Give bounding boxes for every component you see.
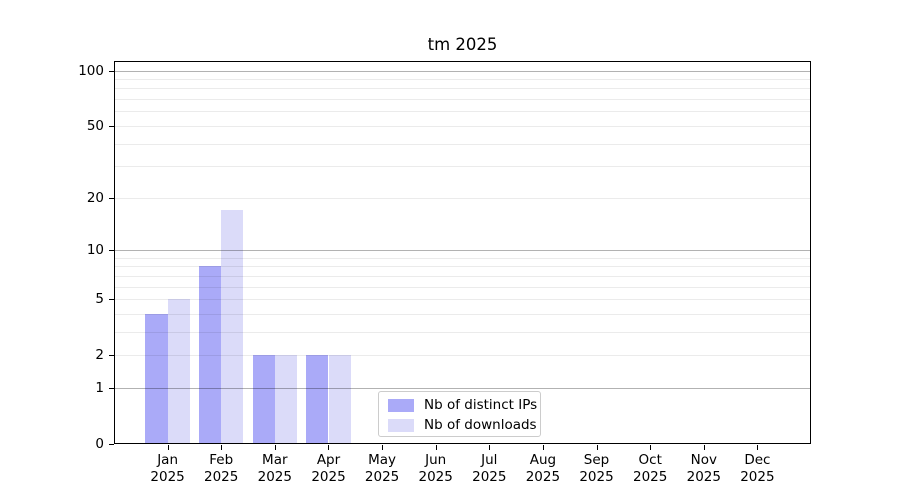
y-tick-label: 0 (95, 436, 104, 452)
x-tick-mark (168, 445, 169, 450)
legend-swatch-distinct-ips (388, 399, 414, 412)
x-tick-mark (382, 445, 383, 450)
x-tick-mark (597, 445, 598, 450)
minor-gridline (115, 166, 810, 168)
x-tick-mark (275, 445, 276, 450)
bar-downloads-apr (328, 355, 351, 443)
legend-item-distinct-ips: Nb of distinct IPs (388, 396, 540, 415)
x-tick-label: Jul 2025 (472, 452, 507, 485)
legend-swatch-downloads (388, 419, 414, 432)
y-tick-mark (109, 125, 114, 127)
x-tick-mark (704, 445, 705, 450)
chart-title: tm 2025 (427, 35, 498, 54)
bar-downloads-feb (221, 210, 244, 443)
minor-gridline (115, 275, 810, 277)
minor-gridline (115, 197, 810, 199)
minor-gridline (115, 79, 810, 80)
minor-gridline (115, 299, 810, 300)
x-tick-label: Apr 2025 (311, 452, 346, 485)
x-tick-label: Mar 2025 (257, 452, 292, 485)
x-tick-label: Aug 2025 (525, 452, 561, 485)
minor-gridline (115, 111, 810, 113)
y-tick-label: 1 (95, 379, 104, 396)
y-tick-label: 5 (95, 291, 104, 307)
x-tick-mark (328, 445, 329, 450)
x-tick-mark (436, 445, 437, 450)
bar-downloads-mar (274, 355, 298, 443)
bar-distinct-ips-jan (145, 313, 168, 443)
major-gridline (115, 70, 810, 72)
minor-gridline (115, 99, 810, 101)
x-tick-mark (221, 445, 222, 450)
legend-label-downloads: Nb of downloads (424, 417, 537, 433)
major-gridline (115, 387, 810, 389)
plot-area (114, 61, 811, 444)
x-tick-label: Oct 2025 (633, 452, 668, 485)
y-tick-mark (109, 250, 114, 251)
legend-item-downloads: Nb of downloads (388, 416, 540, 435)
x-tick-mark (543, 445, 544, 450)
x-tick-label: Dec 2025 (740, 452, 775, 485)
legend-label-distinct-ips: Nb of distinct IPs (424, 397, 538, 413)
bar-distinct-ips-mar (252, 355, 275, 443)
major-gridline (115, 250, 810, 251)
y-tick-label: 2 (95, 347, 104, 364)
y-tick-label: 20 (86, 189, 104, 206)
y-tick-mark (109, 444, 114, 445)
x-tick-label: May 2025 (364, 452, 400, 485)
x-tick-label: Jun 2025 (418, 452, 453, 485)
legend: Nb of distinct IPs Nb of downloads (378, 391, 541, 437)
bar-distinct-ips-feb (198, 266, 222, 443)
minor-gridline (115, 88, 810, 90)
x-tick-label: Nov 2025 (686, 452, 721, 485)
x-tick-label: Jan 2025 (150, 452, 185, 485)
minor-gridline (115, 313, 810, 315)
y-tick-mark (109, 197, 114, 199)
minor-gridline (115, 257, 810, 259)
minor-gridline (115, 331, 810, 333)
x-tick-label: Feb 2025 (204, 452, 239, 485)
y-tick-mark (109, 355, 114, 357)
y-tick-mark (109, 387, 114, 389)
y-tick-mark (109, 299, 114, 300)
x-tick-mark (489, 445, 490, 450)
minor-gridline (115, 266, 810, 268)
minor-gridline (115, 355, 810, 357)
y-tick-mark (109, 70, 114, 72)
x-tick-mark (650, 445, 651, 450)
x-tick-mark (757, 445, 758, 450)
y-tick-label: 50 (86, 117, 104, 134)
minor-gridline (115, 286, 810, 288)
bar-downloads-jan (167, 299, 190, 443)
minor-gridline (115, 143, 810, 145)
x-tick-label: Sep 2025 (579, 452, 614, 485)
minor-gridline (115, 125, 810, 127)
y-tick-label: 100 (78, 62, 104, 79)
y-tick-label: 10 (86, 242, 104, 258)
bar-distinct-ips-apr (306, 355, 329, 443)
